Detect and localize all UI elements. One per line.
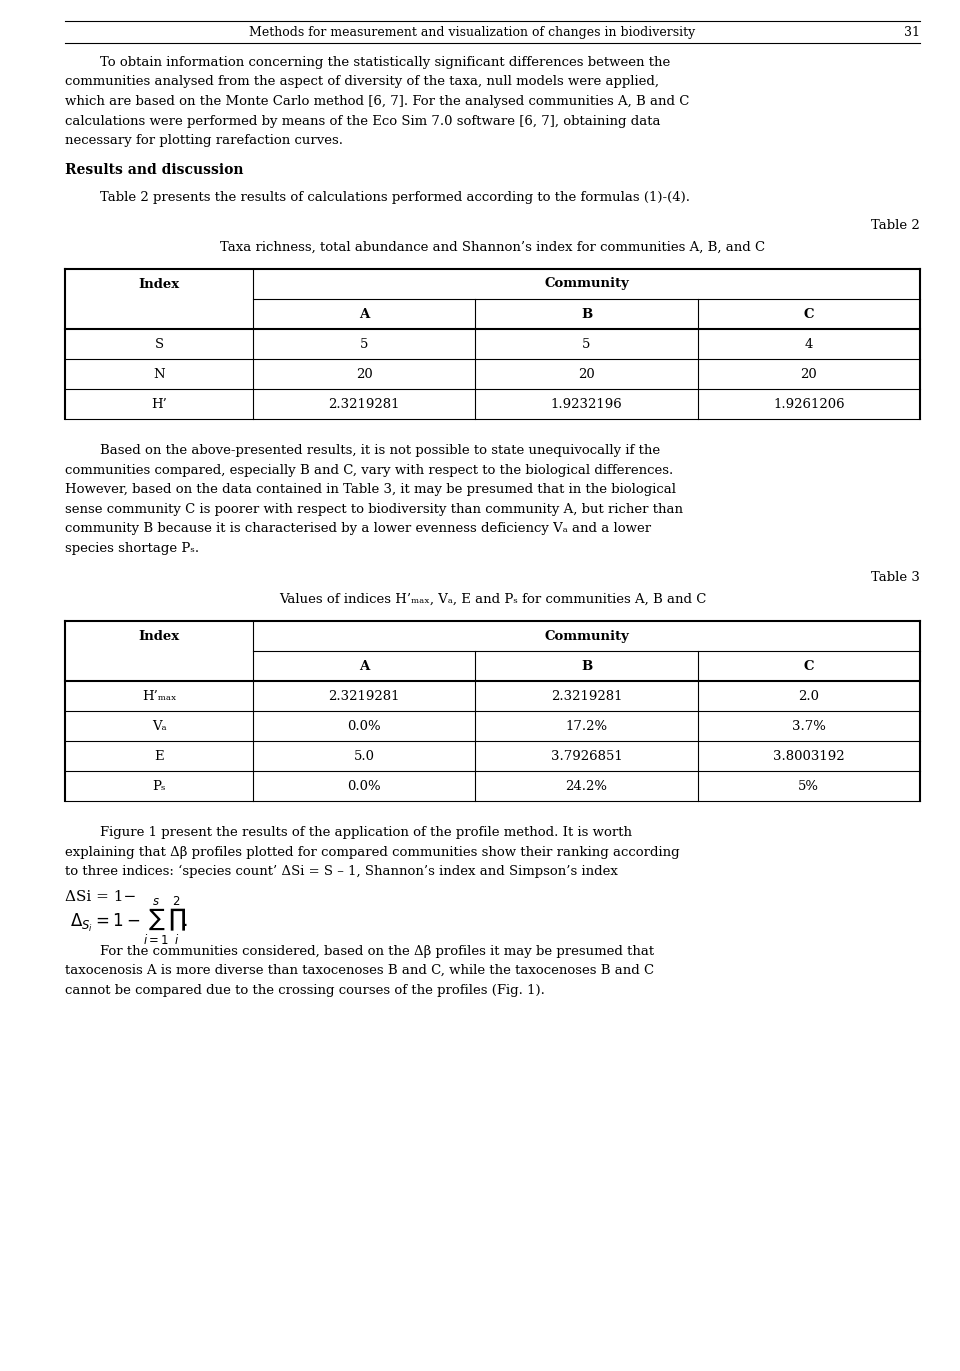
Text: H’: H’	[151, 398, 167, 410]
Text: to three indices: ‘species count’ ΔSi = S – 1, Shannon’s index and Simpson’s ind: to three indices: ‘species count’ ΔSi = …	[65, 865, 618, 879]
Text: A: A	[359, 659, 370, 673]
Text: 2.3219281: 2.3219281	[551, 690, 622, 702]
Text: 20: 20	[356, 367, 372, 381]
Text: Table 2 presents the results of calculations performed according to the formulas: Table 2 presents the results of calculat…	[100, 192, 690, 204]
Text: 0.0%: 0.0%	[348, 780, 381, 792]
Text: Table 2: Table 2	[872, 219, 920, 232]
Text: Table 3: Table 3	[871, 570, 920, 584]
Text: species shortage Pₛ.: species shortage Pₛ.	[65, 542, 199, 554]
Text: Taxa richness, total abundance and Shannon’s index for communities A, B, and C: Taxa richness, total abundance and Shann…	[220, 241, 765, 254]
Text: 5.0: 5.0	[353, 750, 374, 762]
Text: sense community C is poorer with respect to biodiversity than community A, but r: sense community C is poorer with respect…	[65, 503, 683, 515]
Text: $\Delta_{S_i} = 1-\sum_{i=1}^{s}\prod_i^2.$: $\Delta_{S_i} = 1-\sum_{i=1}^{s}\prod_i^…	[70, 894, 188, 946]
Text: S: S	[155, 337, 163, 351]
Text: 1.9261206: 1.9261206	[773, 398, 845, 410]
Text: N: N	[154, 367, 165, 381]
Text: 5%: 5%	[799, 780, 819, 792]
Text: Results and discussion: Results and discussion	[65, 163, 244, 177]
Text: necessary for plotting rarefaction curves.: necessary for plotting rarefaction curve…	[65, 134, 343, 147]
Text: 0.0%: 0.0%	[348, 720, 381, 732]
Text: Index: Index	[138, 277, 180, 291]
Text: 3.7926851: 3.7926851	[551, 750, 622, 762]
Text: cannot be compared due to the crossing courses of the profiles (Fig. 1).: cannot be compared due to the crossing c…	[65, 983, 545, 997]
Text: For the communities considered, based on the Δβ profiles it may be presumed that: For the communities considered, based on…	[100, 945, 654, 957]
Text: communities compared, especially B and C, vary with respect to the biological di: communities compared, especially B and C…	[65, 463, 673, 477]
Text: Community: Community	[544, 629, 629, 643]
Text: Index: Index	[138, 629, 180, 643]
Text: A: A	[359, 307, 370, 321]
Text: Based on the above-presented results, it is not possible to state unequivocally : Based on the above-presented results, it…	[100, 444, 660, 457]
Text: 24.2%: 24.2%	[565, 780, 608, 792]
Text: Vₐ: Vₐ	[152, 720, 166, 732]
Text: 3.7%: 3.7%	[792, 720, 826, 732]
Text: communities analysed from the aspect of diversity of the taxa, null models were : communities analysed from the aspect of …	[65, 75, 659, 89]
Text: C: C	[804, 307, 814, 321]
Text: 1.9232196: 1.9232196	[551, 398, 622, 410]
Text: 20: 20	[578, 367, 595, 381]
Text: 2.3219281: 2.3219281	[328, 690, 400, 702]
Text: Community: Community	[544, 277, 629, 291]
Text: B: B	[581, 659, 592, 673]
Text: which are based on the Monte Carlo method [6, 7]. For the analysed communities A: which are based on the Monte Carlo metho…	[65, 95, 689, 108]
Text: 20: 20	[801, 367, 817, 381]
Text: explaining that Δβ profiles plotted for compared communities show their ranking : explaining that Δβ profiles plotted for …	[65, 846, 680, 858]
Text: 5: 5	[583, 337, 590, 351]
Text: B: B	[581, 307, 592, 321]
Text: However, based on the data contained in Table 3, it may be presumed that in the : However, based on the data contained in …	[65, 483, 676, 496]
Text: C: C	[804, 659, 814, 673]
Text: 31: 31	[904, 26, 920, 38]
Text: ΔSi = 1−: ΔSi = 1−	[65, 890, 136, 903]
Text: Pₛ: Pₛ	[153, 780, 166, 792]
Text: 5: 5	[360, 337, 369, 351]
Text: 17.2%: 17.2%	[565, 720, 608, 732]
Text: 2.0: 2.0	[799, 690, 819, 702]
Text: 4: 4	[804, 337, 813, 351]
Text: calculations were performed by means of the Eco Sim 7.0 software [6, 7], obtaini: calculations were performed by means of …	[65, 115, 660, 128]
Text: H’ₘₐₓ: H’ₘₐₓ	[142, 690, 177, 702]
Text: To obtain information concerning the statistically significant differences betwe: To obtain information concerning the sta…	[100, 56, 670, 69]
Text: E: E	[155, 750, 164, 762]
Text: Methods for measurement and visualization of changes in biodiversity: Methods for measurement and visualizatio…	[250, 26, 696, 38]
Text: 3.8003192: 3.8003192	[773, 750, 845, 762]
Text: 2.3219281: 2.3219281	[328, 398, 400, 410]
Text: taxocenosis A is more diverse than taxocenoses B and C, while the taxocenoses B : taxocenosis A is more diverse than taxoc…	[65, 964, 654, 978]
Text: Values of indices H’ₘₐₓ, Vₐ, E and Pₛ for communities A, B and C: Values of indices H’ₘₐₓ, Vₐ, E and Pₛ fo…	[278, 594, 707, 606]
Text: Figure 1 present the results of the application of the profile method. It is wor: Figure 1 present the results of the appl…	[100, 825, 632, 839]
Text: community B because it is characterised by a lower evenness deficiency Vₐ and a : community B because it is characterised …	[65, 522, 651, 535]
